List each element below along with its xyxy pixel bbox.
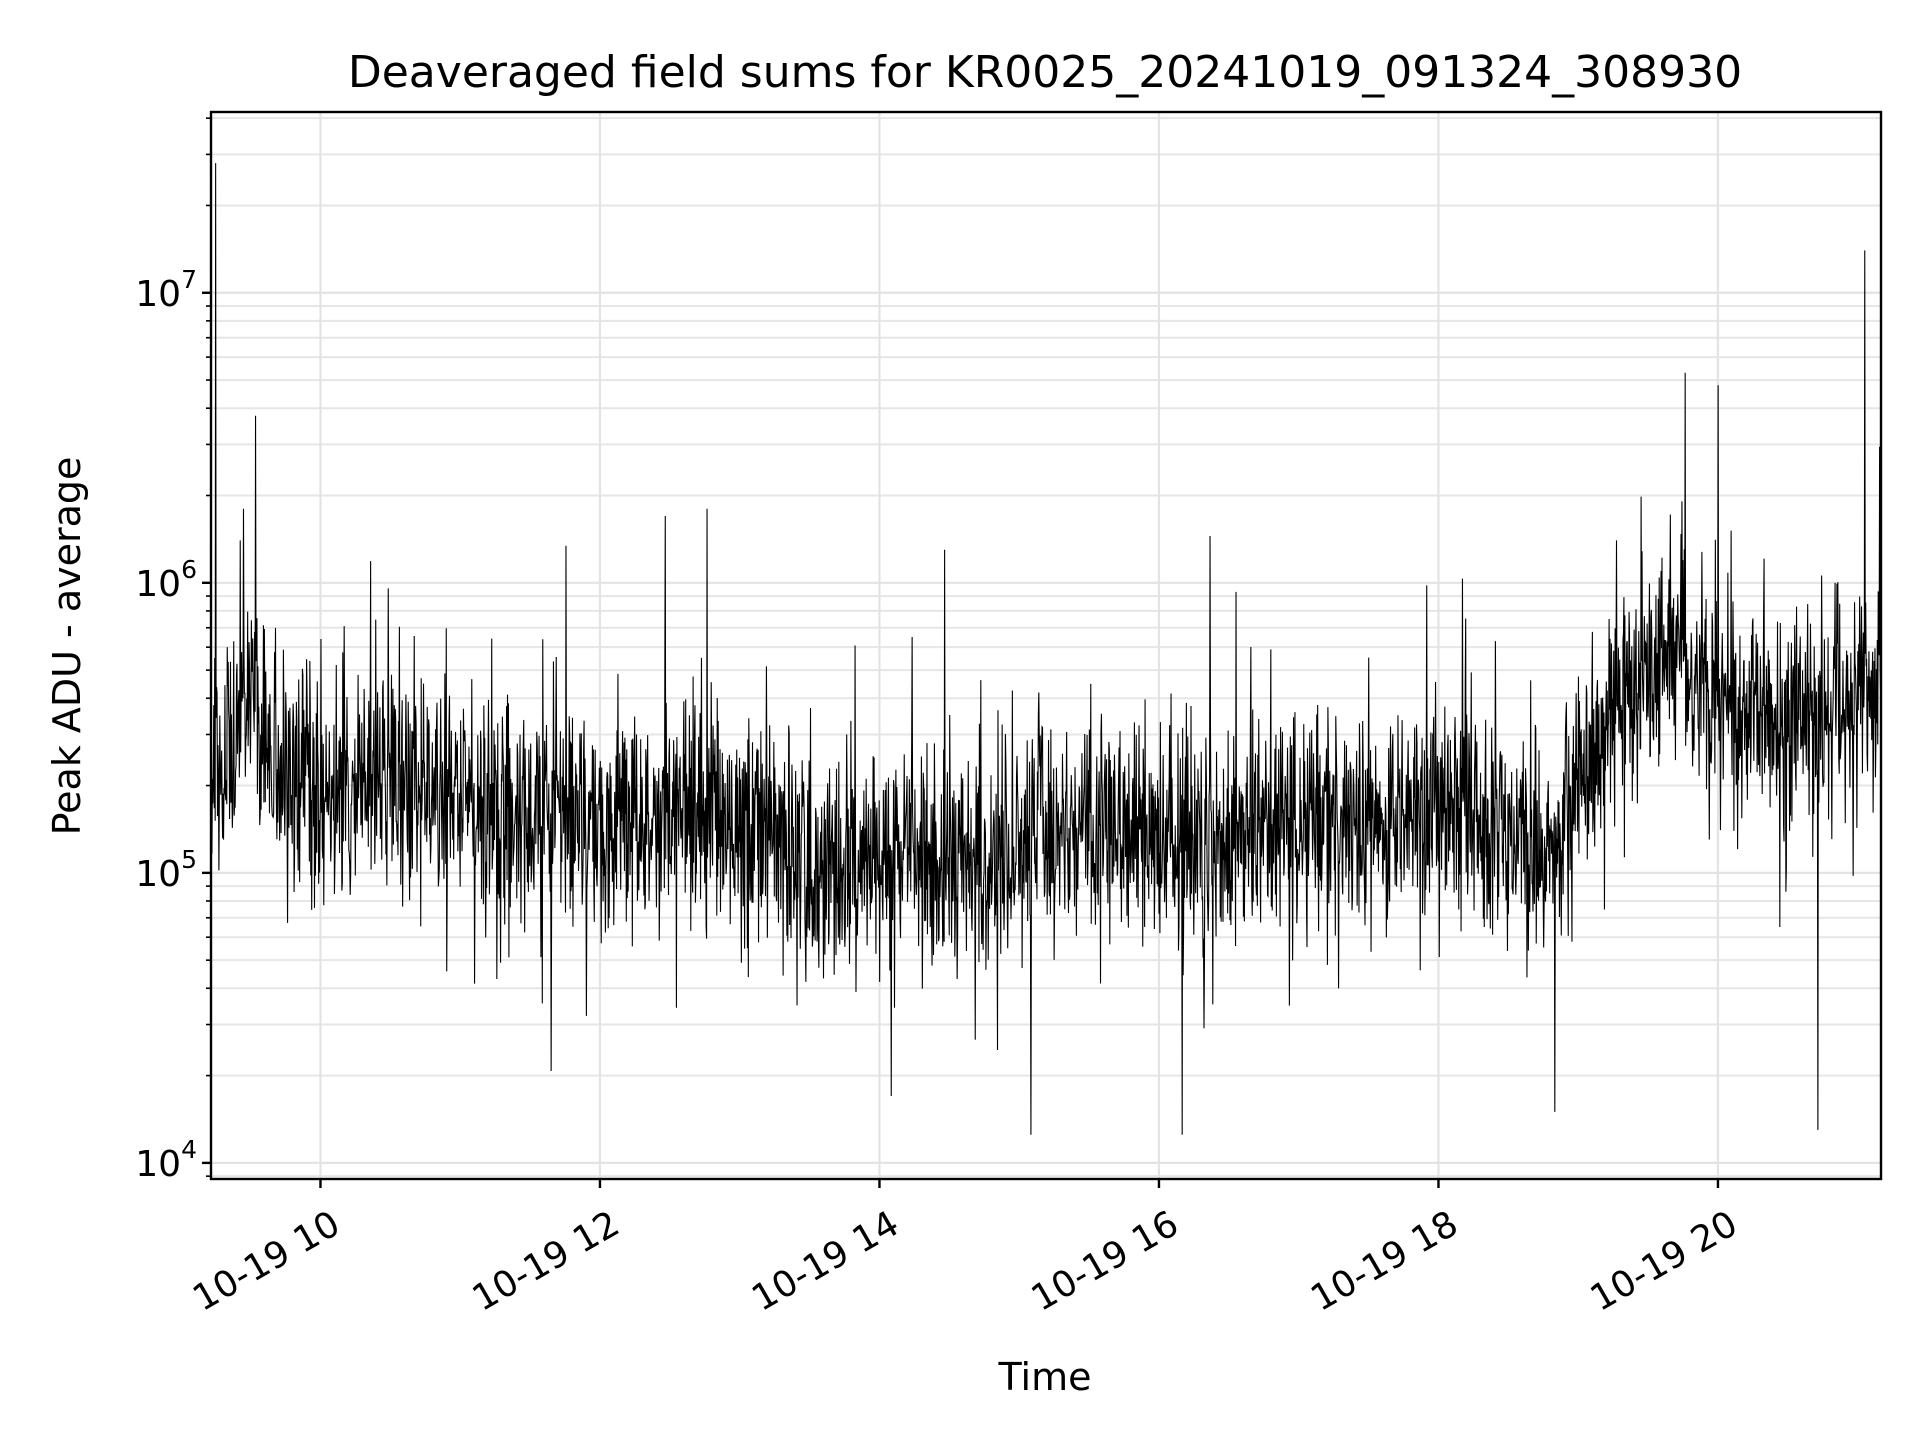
x-axis-label: Time: [998, 1355, 1092, 1399]
axis-ticks: [202, 117, 1720, 1188]
x-tick-label: 10-19 18: [1304, 1203, 1465, 1319]
y-tick-labels: 104 105 106 107: [135, 265, 197, 1185]
plot-frame: [209, 110, 1883, 1181]
y-tick-label: 105: [135, 845, 197, 895]
x-tick-label: 10-19 20: [1584, 1203, 1745, 1319]
series-line: [210, 163, 1882, 1135]
y-axis-label: Peak ADU - average: [45, 457, 89, 836]
x-tick-label: 10-19 10: [186, 1203, 347, 1319]
x-tick-label: 10-19 16: [1025, 1203, 1186, 1319]
chart-title: Deaveraged field sums for KR0025_2024101…: [348, 47, 1742, 98]
y-tick-label: 104: [135, 1135, 197, 1185]
grid: [211, 112, 1881, 1179]
y-tick-label: 106: [135, 555, 197, 605]
x-tick-label: 10-19 12: [466, 1203, 627, 1319]
x-tick-labels: 10-19 10 10-19 12 10-19 14 10-19 16 10-19 18…: [186, 1203, 1744, 1319]
series-layer: [210, 163, 1882, 1135]
y-tick-label: 107: [135, 265, 197, 315]
x-tick-label: 10-19 14: [745, 1203, 906, 1319]
